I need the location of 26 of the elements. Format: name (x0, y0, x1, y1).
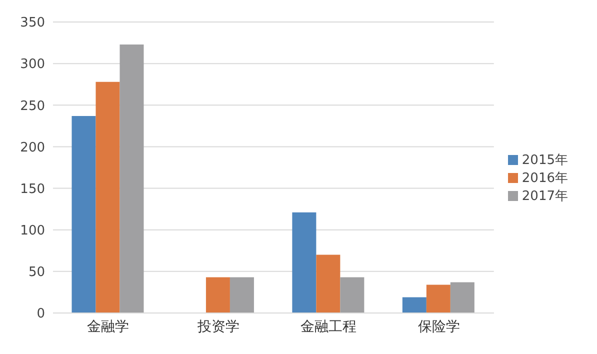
y-tick-label: 50 (28, 265, 45, 280)
legend-label: 2015年 (522, 153, 568, 168)
bar (120, 44, 144, 313)
bar (450, 282, 474, 313)
bar (292, 212, 316, 313)
y-tick-label: 200 (20, 140, 45, 156)
bar (340, 277, 364, 313)
bar (426, 284, 450, 313)
x-tick-label: 金融学 (87, 318, 130, 335)
bar (72, 116, 96, 313)
y-tick-label: 150 (20, 182, 45, 197)
bar (206, 277, 230, 313)
y-tick-label: 250 (20, 98, 45, 114)
y-tick-label: 300 (20, 57, 45, 72)
x-tick-label: 金融工程 (300, 318, 357, 335)
y-tick-label: 0 (36, 306, 45, 322)
bar (96, 82, 120, 313)
y-tick-label: 100 (20, 223, 45, 238)
legend-label: 2017年 (522, 189, 568, 204)
bar (316, 254, 340, 313)
bar (402, 297, 426, 313)
y-tick-label: 350 (20, 16, 45, 31)
x-tick-label: 投资学 (196, 318, 240, 335)
bar (230, 277, 254, 313)
legend-label: 2016年 (522, 171, 568, 186)
x-tick-label: 保险学 (418, 318, 460, 335)
